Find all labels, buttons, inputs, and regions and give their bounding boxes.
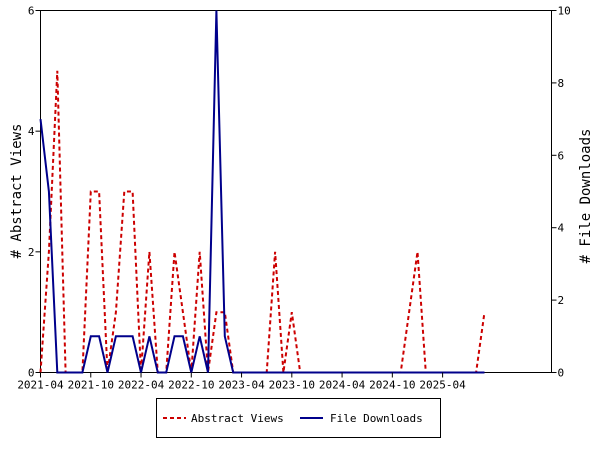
x-tick-label: 2024-04 — [319, 379, 366, 392]
y-right-tick-label: 2 — [558, 294, 565, 307]
legend-label-file-downloads: File Downloads — [330, 412, 423, 425]
y-axis-left-title: # Abstract Views — [9, 124, 25, 259]
y-left-tick-label: 2 — [28, 246, 35, 259]
x-tick-label: 2022-10 — [168, 379, 214, 392]
x-tick-label: 2021-10 — [68, 379, 114, 392]
y-left-tick-label: 6 — [28, 5, 35, 18]
y-right-tick-label: 4 — [558, 222, 565, 235]
y-left-tick-label: 0 — [28, 367, 35, 380]
y-right-tick-label: 10 — [558, 5, 571, 18]
series-line-file-downloads — [39, 10, 485, 374]
y-left-tick-label: 4 — [28, 125, 35, 138]
x-tick-label: 2021-04 — [17, 379, 64, 392]
y-right-tick-label: 8 — [558, 77, 565, 90]
y-axis-right-title: # File Downloads — [578, 129, 594, 264]
x-tick-label: 2023-04 — [218, 379, 265, 392]
y-right-tick-label: 6 — [558, 149, 565, 162]
legend-label-abstract-views: Abstract Views — [191, 412, 284, 425]
axis-layer: 2021-04 2021-10 2022-04 2022-10 2023-04 2023-… — [17, 5, 570, 392]
x-tick-label: 2022-04 — [118, 379, 165, 392]
legend: Abstract Views File Downloads — [156, 398, 441, 438]
x-tick-label: 2025-04 — [419, 379, 466, 392]
series-layer — [39, 10, 486, 374]
legend-box — [156, 398, 441, 438]
y-right-tick-label: 0 — [558, 367, 565, 380]
x-tick-label: 2024-10 — [369, 379, 415, 392]
x-tick-label: 2023-10 — [269, 379, 315, 392]
